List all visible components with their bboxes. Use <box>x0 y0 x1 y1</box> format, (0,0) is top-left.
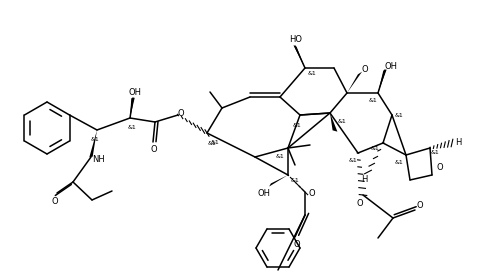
Text: O: O <box>52 196 58 206</box>
Text: &1: &1 <box>348 158 357 163</box>
Text: &1: &1 <box>207 140 216 145</box>
Text: H: H <box>360 175 366 183</box>
Text: O: O <box>356 199 363 207</box>
Text: O: O <box>177 109 184 117</box>
Text: &1: &1 <box>290 178 299 183</box>
Polygon shape <box>269 175 288 186</box>
Text: H: H <box>454 137 460 147</box>
Text: &1: &1 <box>430 150 438 155</box>
Text: &1: &1 <box>370 147 379 152</box>
Polygon shape <box>293 45 305 68</box>
Text: O: O <box>308 189 315 199</box>
Text: O: O <box>361 65 368 73</box>
Polygon shape <box>89 130 97 157</box>
Text: &1: &1 <box>368 98 377 102</box>
Text: &1: &1 <box>275 153 284 158</box>
Text: HO: HO <box>289 35 302 43</box>
Polygon shape <box>329 113 337 132</box>
Text: OH: OH <box>128 88 141 96</box>
Text: &1: &1 <box>292 122 301 127</box>
Text: NH: NH <box>93 155 105 165</box>
Text: &1: &1 <box>307 71 316 76</box>
Polygon shape <box>377 70 386 93</box>
Text: O: O <box>436 163 442 173</box>
Text: OH: OH <box>384 61 397 71</box>
Text: &1: &1 <box>337 119 346 124</box>
Text: &1: &1 <box>394 160 403 165</box>
Text: O: O <box>150 145 157 153</box>
Text: O: O <box>416 201 422 211</box>
Text: &1: &1 <box>394 112 403 117</box>
Text: O: O <box>293 240 300 250</box>
Polygon shape <box>130 98 134 118</box>
Text: &1: &1 <box>127 124 136 130</box>
Polygon shape <box>346 72 361 93</box>
Text: &1: &1 <box>91 137 99 142</box>
Text: OH: OH <box>257 189 270 199</box>
Text: &1: &1 <box>210 140 219 145</box>
